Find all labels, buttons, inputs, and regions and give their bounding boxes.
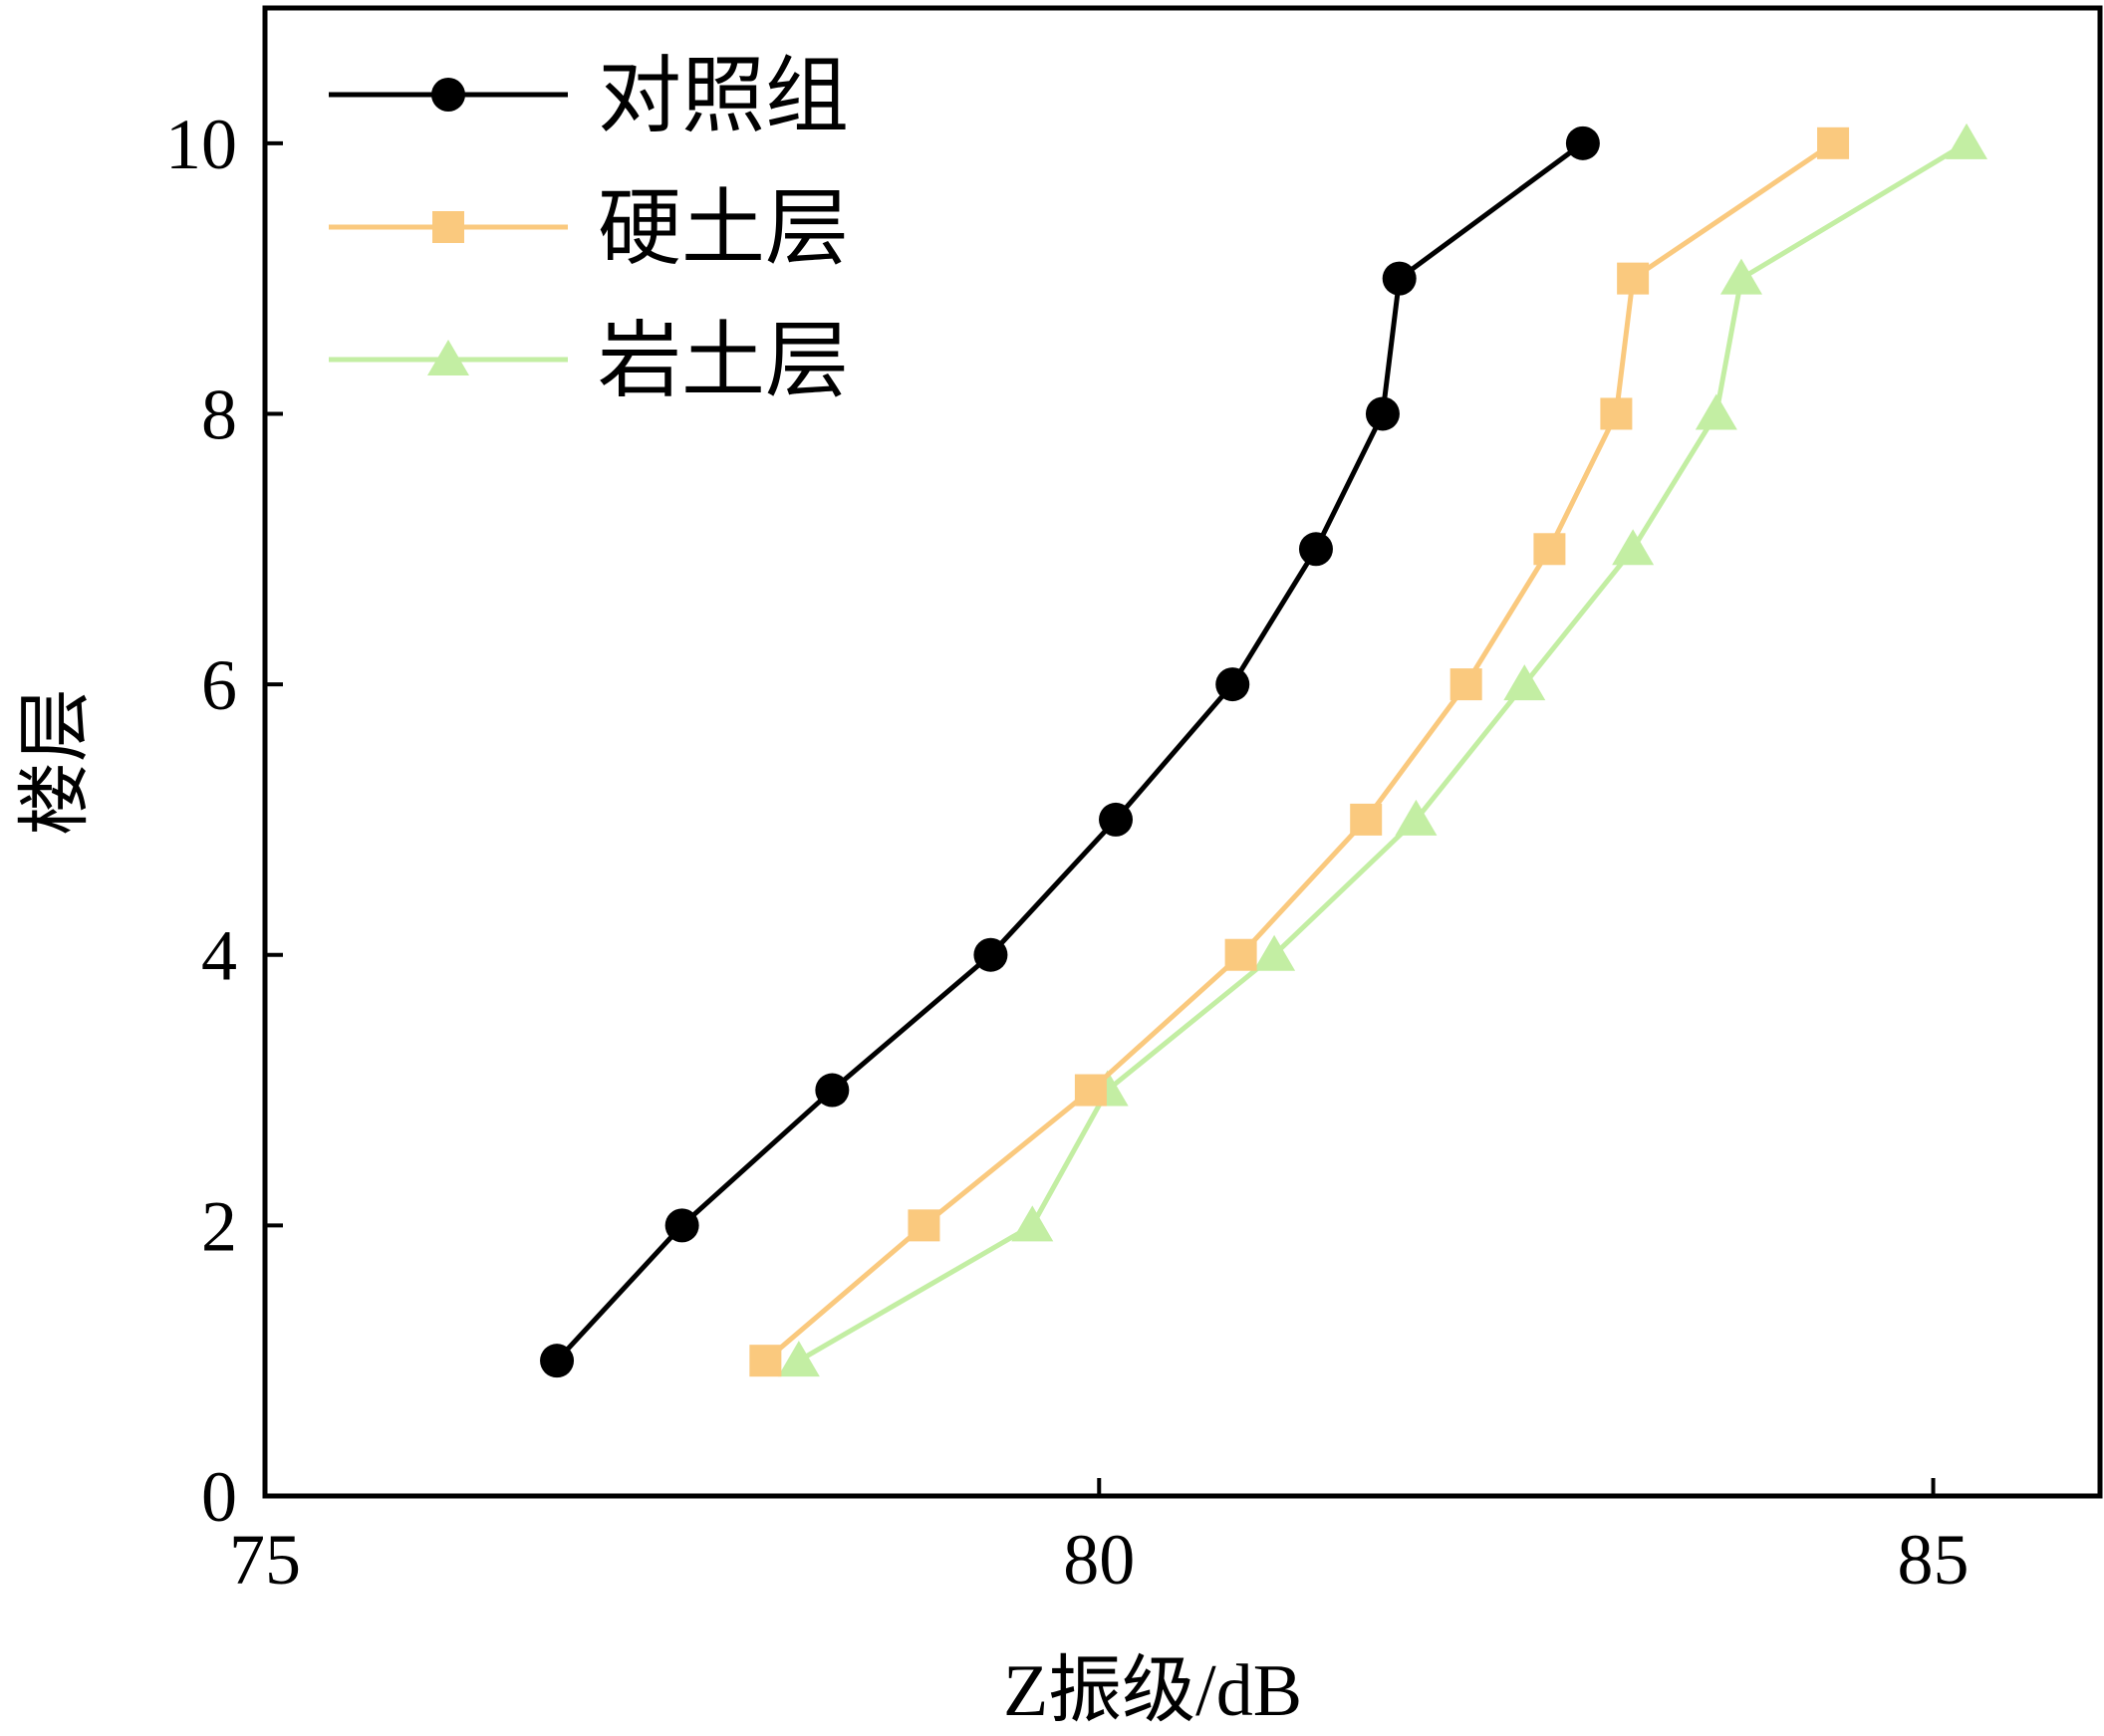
series-3-point	[1395, 799, 1438, 836]
series-line-2	[763, 140, 1835, 1364]
series-2-point	[1074, 1074, 1107, 1107]
y-tick-label: 10	[165, 105, 237, 184]
series-3-point	[1946, 123, 1988, 159]
series-2-point	[1224, 938, 1257, 971]
series-2-point	[749, 1345, 782, 1377]
series-line-1	[555, 140, 1585, 1363]
plot-layer	[540, 123, 1988, 1378]
x-tick-label: 80	[1063, 1520, 1135, 1600]
legend-marker-1	[431, 78, 465, 112]
series-1-point	[1298, 532, 1333, 567]
series-1-point	[1099, 802, 1134, 837]
y-axis-label: 楼层	[15, 688, 97, 836]
legend-label-1: 对照组	[598, 47, 849, 144]
series-3-point	[1011, 1205, 1054, 1242]
series-3-point	[1503, 664, 1546, 701]
legend-label-3: 岩土层	[598, 312, 849, 409]
x-tick-label: 75	[229, 1520, 301, 1600]
series-1-point	[815, 1073, 850, 1108]
series-1-point	[1382, 261, 1417, 296]
series-2-point	[1449, 668, 1482, 701]
series-1-point	[1565, 125, 1600, 160]
series-3-point	[1695, 393, 1737, 430]
legend-marker-2	[432, 211, 464, 243]
legend-marker-3	[427, 340, 469, 375]
axes-layer: 75 80 85 0 2 4 6 8 10 Z振级/dB 楼层	[15, 5, 2103, 1732]
series-3-point	[777, 1341, 820, 1377]
series-2-point	[1350, 803, 1383, 836]
y-tick-label: 8	[201, 374, 237, 454]
series-1-point	[540, 1344, 575, 1378]
series-3-point	[1612, 529, 1655, 566]
series-2-point	[1533, 533, 1566, 566]
series-2-point	[1600, 397, 1633, 430]
y-tick-label: 4	[201, 916, 237, 996]
series-2-point	[1817, 126, 1850, 159]
series-3-point	[1253, 934, 1296, 971]
series-1-point	[1365, 396, 1400, 431]
series-2-point	[908, 1209, 940, 1242]
series-1-point	[664, 1208, 699, 1243]
y-tick-label: 6	[201, 645, 237, 725]
series-2-point	[1617, 262, 1650, 295]
y-tick-label: 2	[201, 1186, 237, 1266]
legend-label-2: 硬土层	[598, 179, 849, 277]
x-tick-label: 85	[1898, 1520, 1970, 1600]
series-line-3	[797, 140, 1969, 1364]
x-axis-label: Z振级/dB	[1003, 1650, 1302, 1732]
series-3-point	[1719, 258, 1762, 295]
plot-frame	[262, 5, 2103, 1499]
series-1-point	[1215, 667, 1250, 702]
y-tick-label: 0	[201, 1457, 237, 1537]
series-1-point	[973, 937, 1008, 972]
